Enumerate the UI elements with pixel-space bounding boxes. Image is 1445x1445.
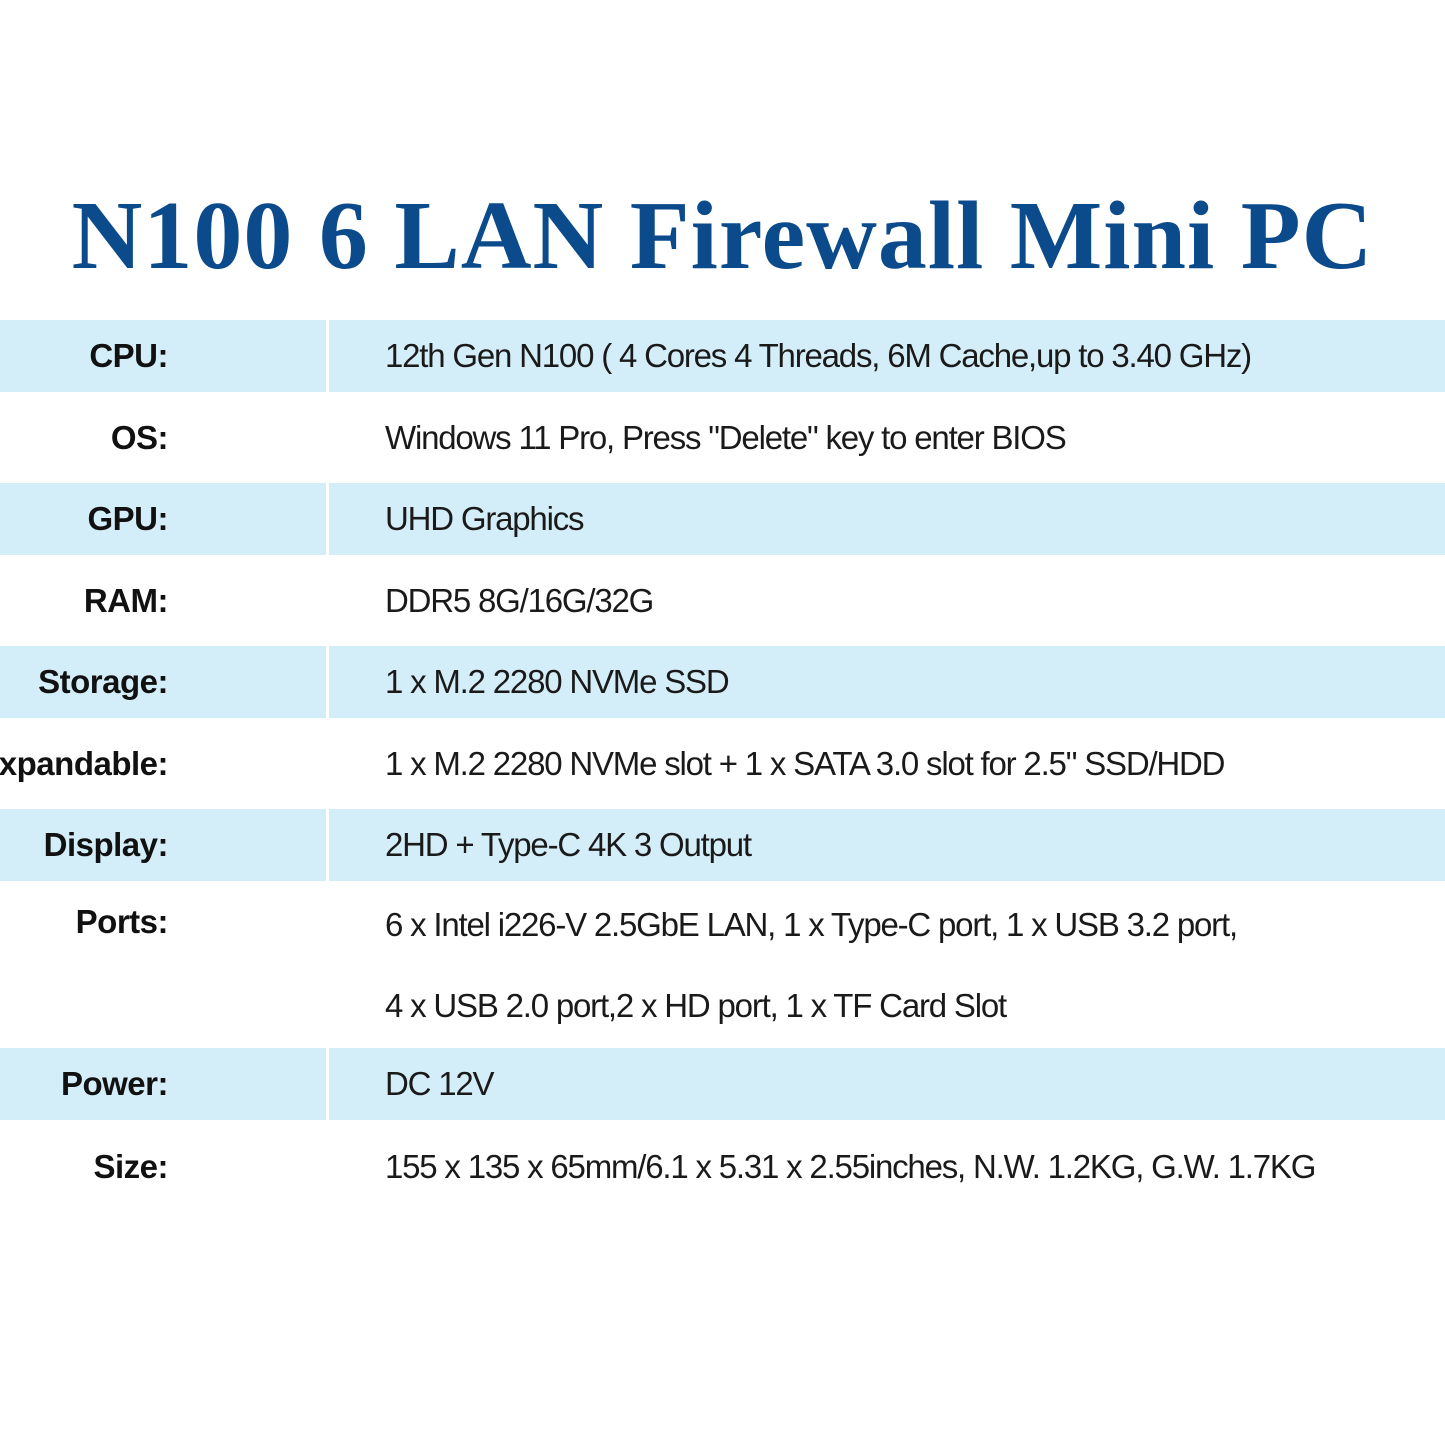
spec-value-line: 4 x USB 2.0 port,2 x HD port, 1 x TF Car… xyxy=(385,986,1007,1024)
spec-label: Display: xyxy=(0,809,326,881)
spec-value-line: 6 x Intel i226-V 2.5GbE LAN, 1 x Type-C … xyxy=(385,905,1238,943)
spec-value-line: 12th Gen N100 ( 4 Cores 4 Threads, 6M Ca… xyxy=(385,337,1252,374)
spec-value: 1 x M.2 2280 NVMe slot + 1 x SATA 3.0 sl… xyxy=(329,718,1445,809)
spec-value: 155 x 135 x 65mm/6.1 x 5.31 x 2.55inches… xyxy=(329,1120,1445,1214)
spec-row-storage: Storage: 1 x M.2 2280 NVMe SSD xyxy=(0,646,1445,718)
spec-value: 6 x Intel i226-V 2.5GbE LAN, 1 x Type-C … xyxy=(329,881,1445,1048)
spec-row-display: Display: 2HD + Type-C 4K 3 Output xyxy=(0,809,1445,881)
spec-row-os: OS: Windows 11 Pro, Press "Delete" key t… xyxy=(0,392,1445,483)
spec-label: Ports: xyxy=(75,903,169,940)
spec-row-cpu: CPU: 12th Gen N100 ( 4 Cores 4 Threads, … xyxy=(0,320,1445,392)
spec-value-line: 2HD + Type-C 4K 3 Output xyxy=(385,826,752,863)
spec-value: 12th Gen N100 ( 4 Cores 4 Threads, 6M Ca… xyxy=(329,320,1445,392)
page-title: N100 6 LAN Firewall Mini PC xyxy=(71,182,1374,290)
spec-label: CPU: xyxy=(0,320,326,392)
spec-value: 1 x M.2 2280 NVMe SSD xyxy=(329,646,1445,718)
spec-value: UHD Graphics xyxy=(329,483,1445,555)
spec-value-line: DDR5 8G/16G/32G xyxy=(385,581,654,619)
spec-row-ram: RAM: DDR5 8G/16G/32G xyxy=(0,555,1445,646)
spec-value: DC 12V xyxy=(329,1048,1445,1120)
spec-value-line: DC 12V xyxy=(385,1065,495,1102)
spec-label: GPU: xyxy=(0,483,326,555)
spec-label: OS: xyxy=(110,418,169,456)
spec-value: Windows 11 Pro, Press "Delete" key to en… xyxy=(329,392,1445,483)
spec-label: RAM: xyxy=(83,581,169,619)
spec-row-power: Power: DC 12V xyxy=(0,1048,1445,1120)
spec-table: CPU: 12th Gen N100 ( 4 Cores 4 Threads, … xyxy=(0,320,1445,1214)
spec-value-line: 1 x M.2 2280 NVMe SSD xyxy=(385,663,730,700)
spec-label: Storage: xyxy=(0,646,326,718)
spec-label: Power: xyxy=(0,1048,326,1120)
spec-row-expandable: Expandable: 1 x M.2 2280 NVMe slot + 1 x… xyxy=(0,718,1445,809)
spec-value: DDR5 8G/16G/32G xyxy=(329,555,1445,646)
spec-label: Size: xyxy=(93,1148,168,1185)
spec-value-line: 155 x 135 x 65mm/6.1 x 5.31 x 2.55inches… xyxy=(385,1148,1316,1185)
spec-row-gpu: GPU: UHD Graphics xyxy=(0,483,1445,555)
spec-label: Expandable: xyxy=(0,744,169,782)
spec-row-size: Size: 155 x 135 x 65mm/6.1 x 5.31 x 2.55… xyxy=(0,1120,1445,1214)
spec-value-line: 1 x M.2 2280 NVMe slot + 1 x SATA 3.0 sl… xyxy=(385,744,1226,782)
spec-value-line: Windows 11 Pro, Press "Delete" key to en… xyxy=(385,418,1067,456)
spec-value: 2HD + Type-C 4K 3 Output xyxy=(329,809,1445,881)
spec-row-ports: Ports: 6 x Intel i226-V 2.5GbE LAN, 1 x … xyxy=(0,881,1445,1048)
spec-value-line: UHD Graphics xyxy=(385,500,585,537)
